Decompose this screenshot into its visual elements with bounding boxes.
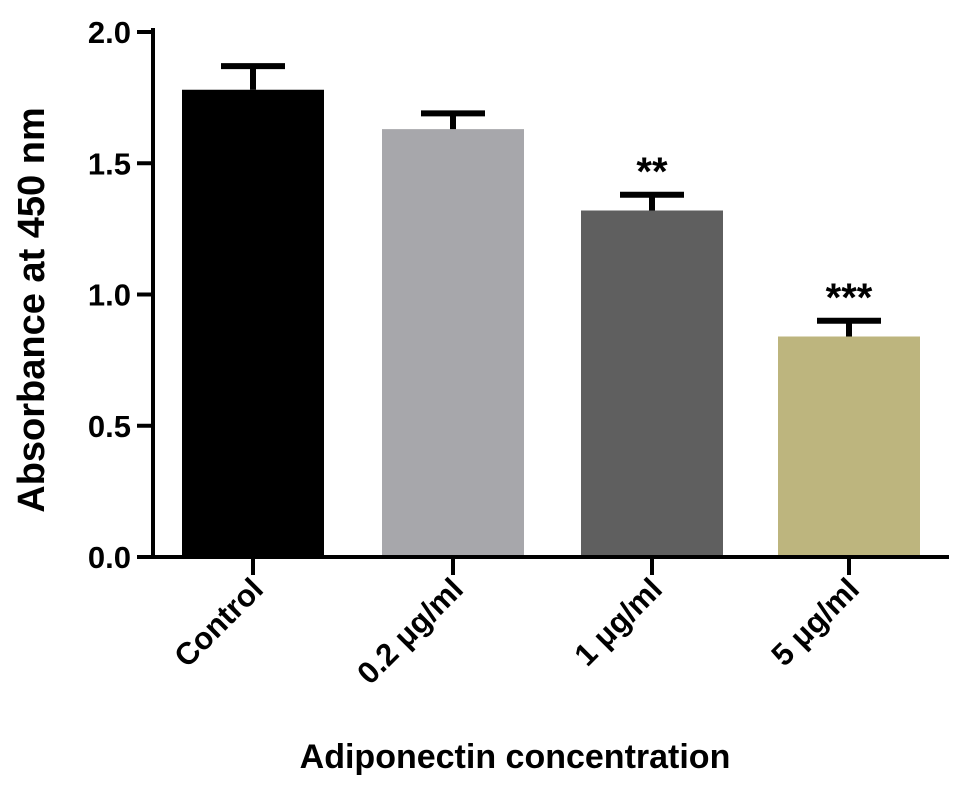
- y-tick-label-4: 1.5: [88, 146, 131, 181]
- significance-mark-4: ***: [826, 276, 873, 320]
- bar-2: [382, 129, 524, 557]
- y-tick-label-2: 0.5: [88, 409, 131, 444]
- bar-4: [778, 336, 920, 557]
- axes: [137, 28, 949, 575]
- significance-mark-3: **: [636, 150, 668, 194]
- significance-annotations: *****: [636, 150, 872, 320]
- y-axis-label: Absorbance at 450 nm: [11, 107, 53, 512]
- bar-3: [581, 210, 723, 557]
- x-tick-label-1: Control: [167, 571, 270, 674]
- y-tick-label-5: 2.0: [88, 15, 131, 50]
- x-tick-label-3: 1 μg/ml: [567, 571, 669, 673]
- y-tick-labels: 0.0 0.5 1.0 1.5 2.0: [88, 15, 131, 575]
- bars-layer: [182, 89, 920, 557]
- x-tick-labels: Control 0.2 μg/ml 1 μg/ml 5 μg/ml: [167, 571, 866, 691]
- y-tick-label-3: 1.0: [88, 278, 131, 313]
- x-tick-label-4: 5 μg/ml: [764, 571, 866, 673]
- x-tick-label-2: 0.2 μg/ml: [350, 571, 470, 691]
- x-axis-label: Adiponectin concentration: [300, 738, 731, 776]
- y-tick-label-1: 0.0: [88, 540, 131, 575]
- bar-1: [182, 89, 324, 557]
- error-bars-layer: [221, 63, 881, 337]
